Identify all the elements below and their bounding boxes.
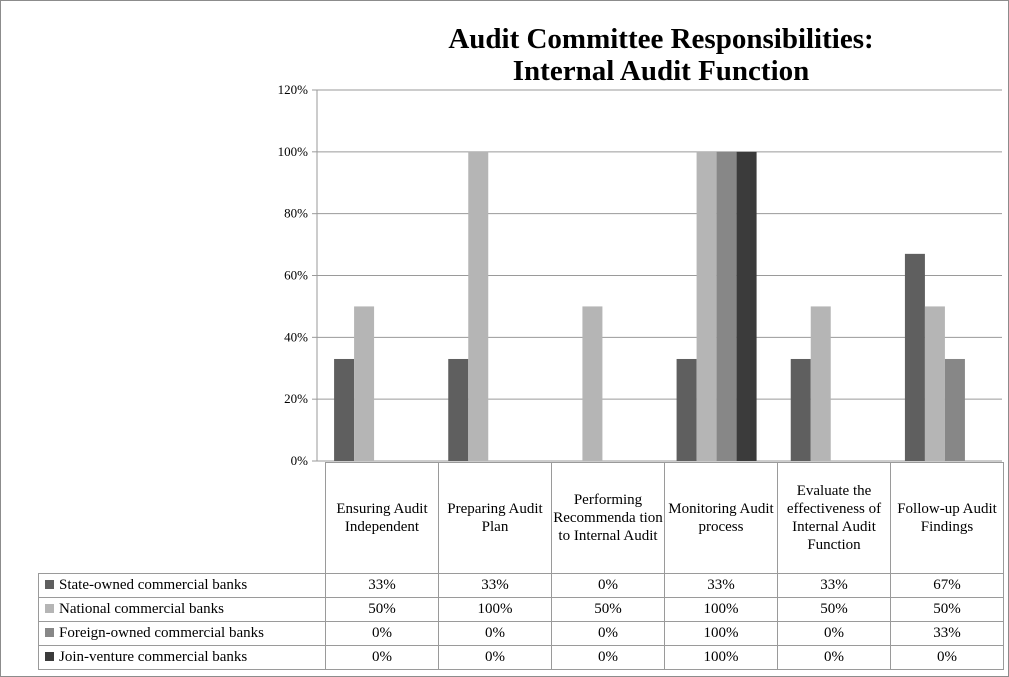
data-label: 50%	[890, 597, 1004, 622]
bar	[944, 358, 965, 461]
series-legend-cell: State-owned commercial banks	[38, 573, 326, 598]
data-label: 0%	[777, 645, 891, 670]
legend-swatch	[45, 580, 54, 590]
data-label: 100%	[438, 597, 552, 622]
category-label: Follow-up Audit Findings	[890, 462, 1004, 574]
y-tick-label: 20%	[284, 391, 308, 406]
series-name: Foreign-owned commercial banks	[59, 625, 264, 641]
chart-title: Audit Committee Responsibilities: Intern…	[321, 23, 1001, 87]
data-label: 0%	[890, 645, 1004, 670]
series-name: Join-venture commercial banks	[59, 649, 248, 665]
bar	[696, 151, 717, 462]
chart-title-line-1: Audit Committee Responsibilities:	[448, 23, 874, 55]
series-legend-cell: National commercial banks	[38, 597, 326, 622]
data-label: 0%	[551, 573, 665, 598]
table-corner	[38, 462, 326, 574]
data-label: 0%	[325, 621, 439, 646]
data-label: 100%	[664, 597, 778, 622]
data-label: 0%	[325, 645, 439, 670]
category-label: Performing Recommenda tion to Internal A…	[551, 462, 665, 574]
bar	[790, 358, 811, 461]
bar	[334, 358, 355, 461]
table-header-row: Ensuring Audit Independent Preparing Audi…	[38, 462, 1004, 574]
data-label: 0%	[551, 645, 665, 670]
y-tick-label: 60%	[284, 268, 308, 283]
chart-title-line-2: Internal Audit Function	[512, 55, 810, 87]
bar	[354, 306, 375, 461]
series-legend-cell: Foreign-owned commercial banks	[38, 621, 326, 646]
data-label: 0%	[551, 621, 665, 646]
data-label: 50%	[325, 597, 439, 622]
legend-swatch	[45, 652, 54, 662]
category-label: Preparing Audit Plan	[438, 462, 552, 574]
data-label: 50%	[551, 597, 665, 622]
data-label: 67%	[890, 573, 1004, 598]
bar	[736, 151, 757, 462]
legend-swatch	[45, 604, 54, 614]
category-label: Evaluate the effectiveness of Internal A…	[777, 462, 891, 574]
data-label: 33%	[325, 573, 439, 598]
data-label: 100%	[664, 645, 778, 670]
legend-swatch	[45, 628, 54, 638]
data-label: 0%	[438, 645, 552, 670]
bar	[716, 151, 737, 462]
data-label: 33%	[777, 573, 891, 598]
table-row: State-owned commercial banks 33% 33% 0% 33% 3…	[38, 573, 1004, 598]
y-tick-label: 120%	[278, 82, 309, 97]
data-label: 33%	[438, 573, 552, 598]
bar	[924, 306, 945, 461]
data-label: 33%	[890, 621, 1004, 646]
table-row: Join-venture commercial banks 0% 0% 0% 100% 0…	[38, 645, 1004, 670]
data-label: 0%	[777, 621, 891, 646]
bar	[468, 151, 489, 462]
table-row: Foreign-owned commercial banks 0% 0% 0% 100%…	[38, 621, 1004, 646]
bar	[676, 358, 697, 461]
bar	[810, 306, 831, 461]
bar	[582, 306, 603, 461]
y-tick-label: 80%	[284, 206, 308, 221]
y-tick-label: 100%	[278, 144, 309, 159]
category-label: Monitoring Audit process	[664, 462, 778, 574]
category-label: Ensuring Audit Independent	[325, 462, 439, 574]
bar	[904, 253, 925, 461]
data-table: Ensuring Audit Independent Preparing Audi…	[38, 462, 1004, 670]
series-legend-cell: Join-venture commercial banks	[38, 645, 326, 670]
y-tick-label: 40%	[284, 329, 308, 344]
series-name: State-owned commercial banks	[59, 577, 248, 593]
bar	[448, 358, 469, 461]
data-label: 33%	[664, 573, 778, 598]
data-label: 100%	[664, 621, 778, 646]
series-name: National commercial banks	[59, 601, 224, 617]
data-label: 0%	[438, 621, 552, 646]
data-label: 50%	[777, 597, 891, 622]
table-row: National commercial banks 50% 100% 50% 100% 5…	[38, 597, 1004, 622]
